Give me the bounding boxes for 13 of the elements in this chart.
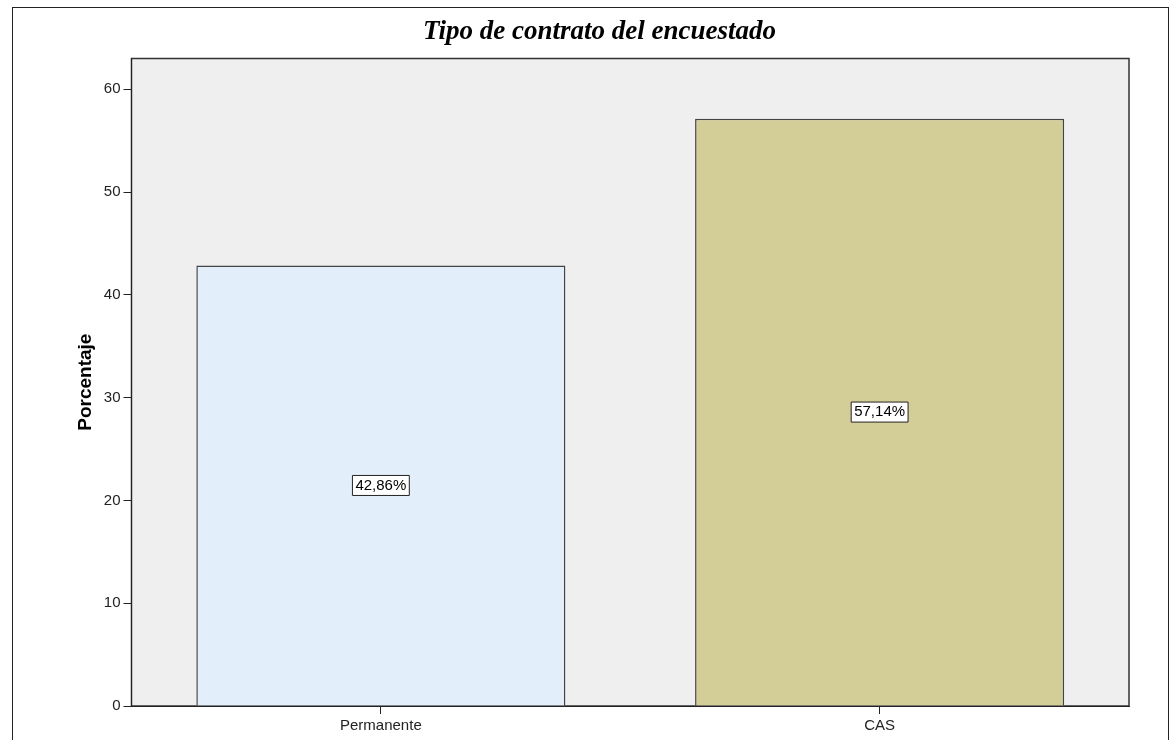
- data-label: 57,14%: [854, 402, 906, 420]
- y-tick-label: 60: [103, 79, 121, 97]
- y-tick-label: 10: [103, 593, 121, 611]
- y-tick-label: 0: [112, 696, 121, 714]
- y-axis-title: Porcentaje: [73, 333, 95, 431]
- y-tick-label: 20: [103, 490, 121, 508]
- x-tick-label: Permanente: [340, 716, 422, 734]
- x-tick-label: CAS: [864, 716, 896, 734]
- y-tick-label: 50: [103, 182, 121, 200]
- chart-title: Tipo de contrato del encuestado: [423, 15, 776, 46]
- data-label: 42,86%: [355, 475, 407, 493]
- y-tick-label: 30: [103, 387, 121, 405]
- y-tick-label: 40: [103, 284, 121, 302]
